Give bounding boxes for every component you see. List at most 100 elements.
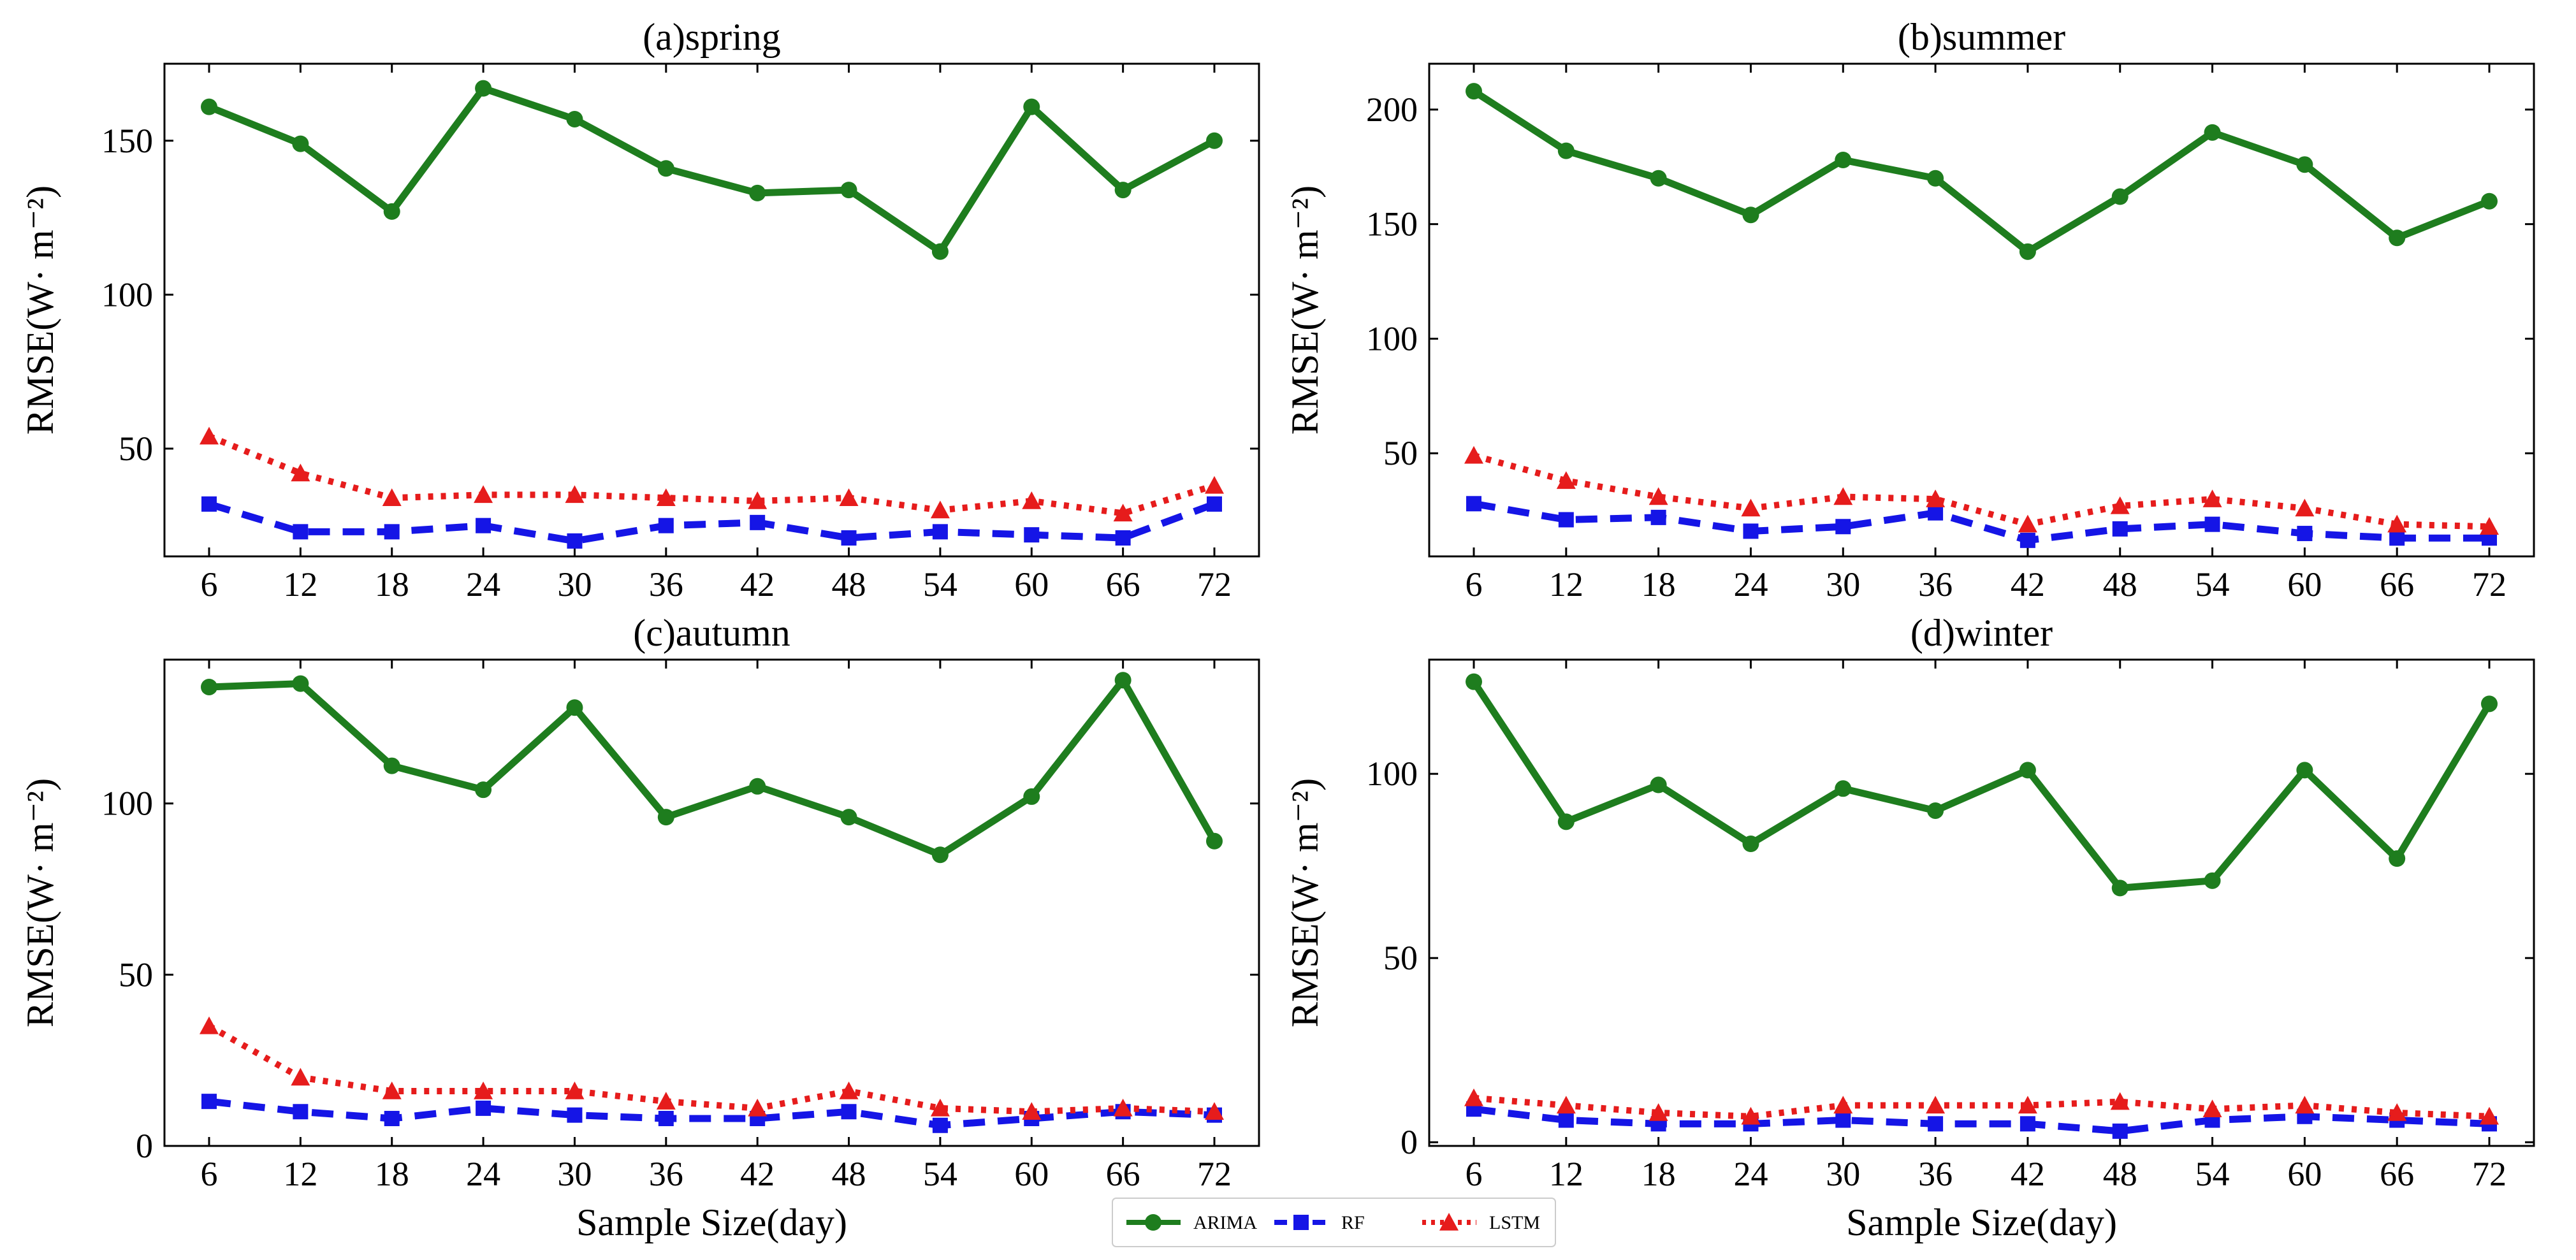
lstm-line [1473, 1094, 2490, 1120]
lstm-point [1464, 1088, 1483, 1106]
plot-frame [1428, 62, 2535, 558]
x-tick-label: 6 [201, 1155, 218, 1193]
arima-point [1206, 132, 1223, 149]
arima-point [292, 135, 309, 152]
rf-point [1928, 505, 1944, 521]
rf-point [1466, 496, 1481, 512]
x-tick-label: 60 [1014, 1155, 1049, 1193]
lstm-point [1833, 1096, 1853, 1114]
arima-point [1206, 832, 1223, 850]
legend-item-arima: ARIMA [1126, 1212, 1257, 1233]
lstm-point [2202, 489, 2222, 507]
arima-point [201, 678, 217, 695]
rf-point [841, 1104, 857, 1120]
arima-point [292, 675, 309, 692]
arima-point [383, 757, 400, 774]
series-arima [201, 80, 1223, 260]
arima-point [2204, 124, 2221, 141]
x-tick-label: 6 [201, 565, 218, 604]
chart-panel: (c)autumn 6 12 18 24 30 36 42 48 54 60 66 72 0 50 100 RM… [19, 612, 1260, 1243]
arima-point [749, 778, 766, 795]
y-axis-label: RMSE(W· m⁻²) [19, 185, 61, 435]
series-rf [1466, 496, 2497, 548]
y-tick-label: 100 [1366, 319, 1418, 358]
x-tick-label: 6 [1466, 1155, 1483, 1193]
rf-point [932, 524, 948, 540]
x-tick-label: 30 [1826, 1155, 1860, 1193]
rf-point [1835, 1112, 1851, 1128]
rf-point [1558, 512, 1574, 528]
lstm-point [2480, 1106, 2499, 1125]
x-tick-label: 42 [2011, 1155, 2045, 1193]
rf-point [2389, 530, 2405, 546]
legend-rf-label: RF [1341, 1212, 1365, 1233]
lstm-point [565, 485, 585, 503]
x-tick-label: 48 [2103, 1155, 2137, 1193]
lstm-point [1648, 487, 1668, 505]
x-tick-label: 66 [2380, 565, 2414, 604]
arima-point [657, 809, 674, 826]
y-tick-label: 100 [101, 275, 153, 314]
x-tick-label: 66 [1106, 565, 1140, 604]
arima-point [2389, 850, 2406, 867]
arima-point [1650, 170, 1667, 187]
x-tick-label: 12 [1549, 1155, 1583, 1193]
arima-point [566, 110, 583, 127]
arima-point [1927, 170, 1944, 187]
rf-point [2112, 521, 2128, 537]
legend-item-lstm: LSTM [1422, 1212, 1540, 1233]
arima-point [1466, 83, 1482, 100]
series-lstm [200, 1016, 1224, 1120]
lstm-point [2387, 514, 2407, 533]
arima-point [475, 80, 492, 97]
x-tick-label: 30 [557, 565, 592, 604]
lstm-point [1741, 498, 1761, 517]
rf-point [2297, 526, 2313, 542]
lstm-point [1926, 489, 1946, 507]
arima-point [1466, 673, 1482, 690]
lstm-point [1205, 475, 1224, 494]
rf-point [658, 518, 674, 533]
arima-point [566, 699, 583, 716]
lstm-point [2295, 1096, 2315, 1114]
x-tick-label: 12 [283, 1155, 317, 1193]
y-axis-label: RMSE(W· m⁻²) [19, 778, 61, 1027]
lstm-point [291, 1068, 310, 1086]
arima-point [2481, 695, 2498, 713]
arima-point [1557, 142, 1575, 159]
panel-title: (a)spring [643, 16, 781, 58]
arima-point [1742, 836, 1759, 853]
x-tick-label: 48 [832, 565, 866, 604]
y-tick-label: 50 [119, 430, 153, 468]
legend-lstm-marker [1439, 1213, 1459, 1231]
rf-point [841, 530, 857, 546]
series-lstm [1464, 445, 2499, 535]
lstm-point [1833, 487, 1853, 505]
rf-point [293, 1104, 309, 1120]
x-tick-label: 72 [1197, 565, 1232, 604]
rf-point [384, 1111, 400, 1127]
rf-point [293, 524, 309, 540]
x-tick-label: 18 [375, 565, 409, 604]
arima-point [1557, 813, 1575, 830]
legend-box [1112, 1198, 1556, 1247]
y-tick-label: 0 [1401, 1123, 1418, 1161]
x-tick-label: 72 [1197, 1155, 1232, 1193]
lstm-point [748, 1098, 768, 1117]
lstm-point [1556, 471, 1576, 489]
rf-point [932, 1117, 948, 1133]
y-tick-label: 200 [1366, 91, 1418, 129]
series-rf [201, 496, 1222, 549]
arima-line [205, 676, 1218, 858]
x-tick-label: 66 [2380, 1155, 2414, 1193]
x-tick-label: 36 [649, 1155, 683, 1193]
x-tick-label: 42 [740, 1155, 775, 1193]
lstm-point [2202, 1099, 2222, 1117]
rf-point [750, 514, 766, 530]
arima-point [2111, 188, 2128, 205]
arima-point [2481, 192, 2498, 210]
arima-point [1023, 788, 1040, 805]
y-tick-label: 50 [1383, 434, 1418, 472]
rf-point [201, 496, 217, 512]
